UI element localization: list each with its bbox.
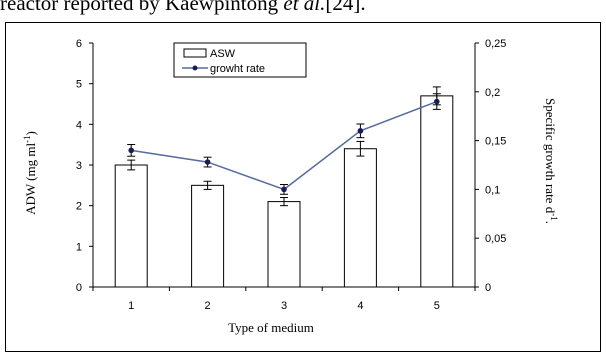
x-tick-label: 1 xyxy=(128,300,134,312)
y-right-tick-label: 0,1 xyxy=(485,184,500,196)
figure-frame: 0 1 2 3 4 5 6 0 0,05 0,1 0,15 0,2 0,25 1 2 3 4 5 ASW grow… xyxy=(5,22,601,352)
y-axis-left-title: ADW (mg ml-1) xyxy=(22,131,38,215)
x-tick-label: 3 xyxy=(281,300,287,312)
legend-bar-swatch xyxy=(183,48,207,58)
growth-rate-point xyxy=(434,98,440,105)
line-series xyxy=(127,93,441,195)
growth-rate-point xyxy=(128,147,134,154)
bars xyxy=(114,86,454,288)
y-right-tick-label: 0,05 xyxy=(485,233,506,245)
growth-rate-point xyxy=(204,159,211,165)
caption-ref: [24]. xyxy=(325,0,366,15)
growth-rate-line xyxy=(131,100,438,191)
growth-rate-point xyxy=(357,128,364,134)
legend-label-asw: ASW xyxy=(210,48,236,60)
y-left-tick-label: 2 xyxy=(76,201,82,213)
y-left-tick-label: 5 xyxy=(76,79,82,91)
ticks: 0 1 2 3 4 5 6 0 0,05 0,1 0,15 0,2 0,25 1 2 3 4 5 xyxy=(76,38,507,312)
x-axis-title: Type of medium xyxy=(228,320,314,335)
y-right-tick-label: 0,15 xyxy=(485,136,506,148)
bar xyxy=(191,184,225,288)
caption: reactor reported by Kaewpintong et al.[2… xyxy=(0,0,606,17)
bar xyxy=(114,164,148,288)
caption-prefix: reactor reported by Kaewpintong xyxy=(0,0,284,15)
y-right-tick-label: 0,2 xyxy=(485,87,500,99)
x-tick-label: 5 xyxy=(434,300,440,312)
bar xyxy=(343,148,377,288)
y-left-tick-label: 1 xyxy=(76,241,82,253)
y-left-tick-label: 4 xyxy=(76,119,82,131)
y-left-tick-label: 0 xyxy=(76,282,82,294)
chart: 0 1 2 3 4 5 6 0 0,05 0,1 0,15 0,2 0,25 1 2 3 4 5 ASW grow… xyxy=(22,38,559,335)
y-axis-right-title: Specific growth rate d-1. xyxy=(543,98,559,224)
legend-label-growth: growht rate xyxy=(210,63,265,75)
bar xyxy=(267,201,301,288)
y-left-tick-label: 6 xyxy=(76,38,82,50)
caption-etal: et al. xyxy=(283,0,326,15)
y-right-tick-label: 0,25 xyxy=(485,38,506,50)
growth-rate-point xyxy=(281,186,287,193)
y-right-tick-label: 0 xyxy=(485,282,491,294)
x-tick-label: 4 xyxy=(357,300,363,312)
bar xyxy=(420,95,454,288)
legend-marker-swatch xyxy=(192,65,198,71)
x-tick-label: 2 xyxy=(205,300,211,312)
y-left-tick-label: 3 xyxy=(76,160,82,172)
legend: ASW growht rate xyxy=(173,42,307,78)
